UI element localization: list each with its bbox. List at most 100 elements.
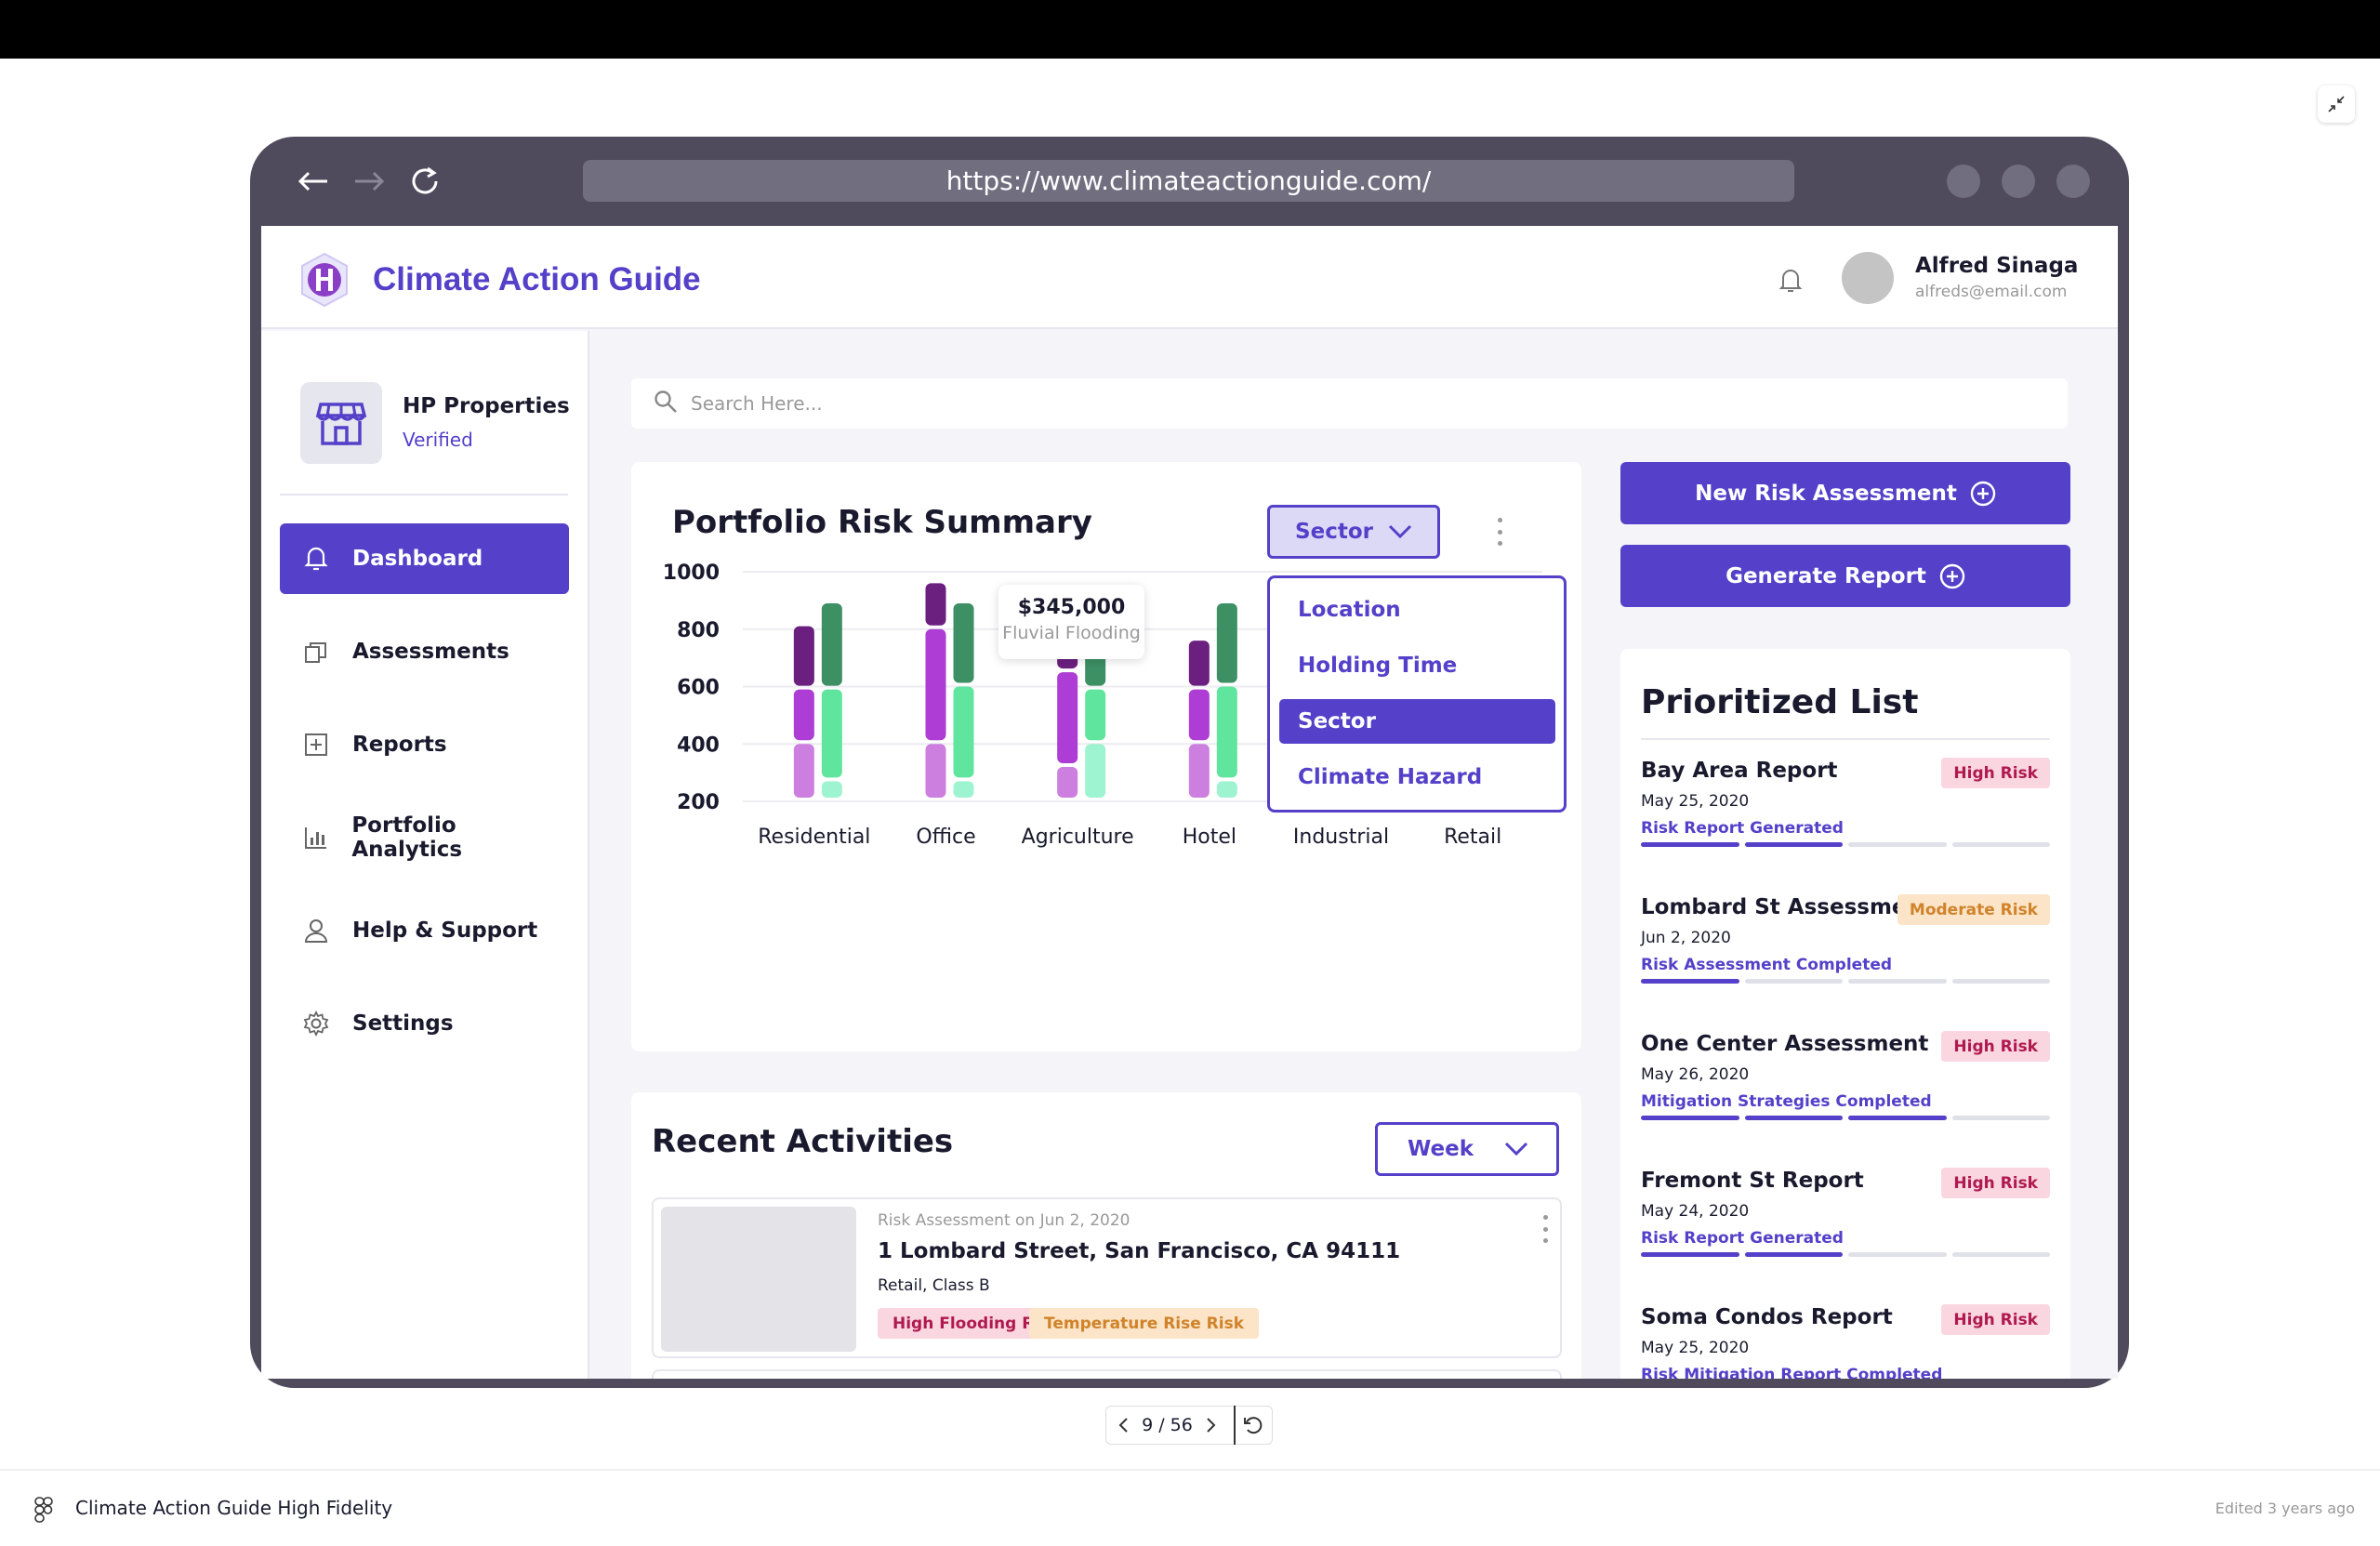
activity-item[interactable] xyxy=(652,1369,1562,1379)
progress-step xyxy=(1641,842,1739,847)
prioritized-item[interactable]: Fremont St Report High Risk May 24, 2020 Ri… xyxy=(1641,1168,2050,1299)
plus-circle-icon xyxy=(1939,563,1965,589)
x-tick-label: Retail xyxy=(1444,826,1501,849)
y-tick-label: 800 xyxy=(677,619,720,642)
sidebar-item-label: Portfolio Analytics xyxy=(351,813,463,862)
chevron-left-icon[interactable] xyxy=(1106,1406,1139,1445)
restart-icon[interactable] xyxy=(1236,1406,1272,1445)
activity-item[interactable]: Risk Assessment on Jun 2, 2020 1 Lombard… xyxy=(652,1197,1562,1358)
bar-segment xyxy=(821,781,842,798)
sidebar-item-assessments[interactable]: Assessments xyxy=(280,616,569,687)
new-risk-assessment-button[interactable]: New Risk Assessment xyxy=(1620,462,2070,524)
prioritized-item-date: May 25, 2020 xyxy=(1641,792,1750,811)
chevron-right-icon[interactable] xyxy=(1196,1406,1228,1445)
window-control-3[interactable] xyxy=(2056,165,2090,198)
collapse-icon[interactable] xyxy=(2318,86,2355,123)
window-control-2[interactable] xyxy=(2002,165,2035,198)
dropdown-option-sector[interactable]: Sector xyxy=(1279,699,1555,744)
bar-segment xyxy=(1188,689,1210,741)
org-name[interactable]: HP Properties xyxy=(403,394,570,418)
bar-segment xyxy=(793,744,814,798)
bar-segment xyxy=(821,602,842,686)
bar-segment xyxy=(953,686,974,778)
activity-title[interactable]: 1 Lombard Street, San Francisco, CA 9411… xyxy=(878,1239,1401,1263)
prioritized-item[interactable]: Lombard St Assessment Moderate Risk Jun 2,… xyxy=(1641,894,2050,1025)
group-by-dropdown-menu: Location Holding Time Sector Climate Haz… xyxy=(1267,575,1567,813)
prioritized-item-date: May 26, 2020 xyxy=(1641,1065,1750,1084)
sidebar-item-settings[interactable]: Settings xyxy=(280,988,569,1059)
prioritized-item-status: Risk Report Generated xyxy=(1641,819,1844,838)
prioritized-item-date: Jun 2, 2020 xyxy=(1641,929,1731,947)
storefront-icon xyxy=(300,382,382,464)
progress-bar xyxy=(1641,1252,2050,1257)
progress-step xyxy=(1641,1252,1739,1257)
forward-arrow-icon[interactable] xyxy=(349,163,390,200)
group-by-select[interactable]: Sector xyxy=(1267,505,1440,559)
figma-logo-icon[interactable] xyxy=(33,1497,54,1523)
search-input[interactable]: Search Here... xyxy=(691,392,823,415)
sidebar-item-reports[interactable]: Reports xyxy=(280,709,569,780)
sidebar-item-dashboard[interactable]: Dashboard xyxy=(280,523,569,594)
dropdown-option-holding-time[interactable]: Holding Time xyxy=(1298,654,1458,678)
progress-step xyxy=(1641,1116,1739,1120)
back-arrow-icon[interactable] xyxy=(293,163,334,200)
progress-step xyxy=(1848,979,1947,984)
y-tick-label: 400 xyxy=(677,733,720,757)
avatar[interactable] xyxy=(1842,252,1894,304)
edited-timestamp: Edited 3 years ago xyxy=(2215,1500,2355,1517)
period-select[interactable]: Week xyxy=(1375,1122,1559,1176)
progress-bar xyxy=(1641,1116,2050,1120)
progress-step xyxy=(1951,979,2050,984)
prioritized-item-name[interactable]: One Center Assessment xyxy=(1641,1032,1929,1056)
bar-segment xyxy=(1216,686,1237,778)
app-header: Climate Action Guide Alfred Sinaga alfre… xyxy=(261,226,2118,329)
generate-report-button[interactable]: Generate Report xyxy=(1620,545,2070,607)
x-tick-label: Office xyxy=(916,826,975,849)
sidebar-item-label: Dashboard xyxy=(352,547,483,571)
bar-segment xyxy=(1216,781,1237,798)
bar-segment xyxy=(925,583,946,626)
prioritized-item-name[interactable]: Lombard St Assessment xyxy=(1641,895,1932,919)
prioritized-item-date: May 24, 2020 xyxy=(1641,1202,1750,1221)
bar-segment xyxy=(953,781,974,798)
dropdown-option-location[interactable]: Location xyxy=(1298,598,1401,622)
window-control-1[interactable] xyxy=(1947,165,1980,198)
file-title[interactable]: Climate Action Guide High Fidelity xyxy=(75,1497,393,1519)
bar-segment xyxy=(793,689,814,741)
sidebar-divider xyxy=(280,494,568,496)
prioritized-item[interactable]: Soma Condos Report High Risk May 25, 2020 R… xyxy=(1641,1304,2050,1379)
prioritized-item[interactable]: Bay Area Report High Risk May 25, 2020 Risk… xyxy=(1641,758,2050,889)
url-text: https://www.climateactionguide.com/ xyxy=(945,165,1432,196)
prioritized-item-name[interactable]: Fremont St Report xyxy=(1641,1169,1864,1193)
sidebar-item-portfolio-analytics[interactable]: Portfolio Analytics xyxy=(280,802,569,873)
brand-logo-icon[interactable] xyxy=(297,252,352,308)
prioritized-item-status: Risk Assessment Completed xyxy=(1641,956,1893,974)
brand-title[interactable]: Climate Action Guide xyxy=(373,261,701,297)
prioritized-item-name[interactable]: Bay Area Report xyxy=(1641,759,1838,783)
activity-more-icon[interactable] xyxy=(1540,1215,1550,1243)
activity-thumbnail xyxy=(661,1207,856,1352)
search-bar[interactable]: Search Here... xyxy=(631,378,2068,429)
prioritized-item-name[interactable]: Soma Condos Report xyxy=(1641,1305,1893,1329)
chart-tooltip: $345,000 Fluvial Flooding xyxy=(998,585,1144,659)
reload-icon[interactable] xyxy=(404,163,445,200)
notification-bell-icon[interactable] xyxy=(1774,263,1807,297)
report-icon xyxy=(302,731,330,759)
bar-segment xyxy=(1188,641,1210,686)
bar-segment xyxy=(953,602,974,683)
progress-step xyxy=(1848,1116,1947,1120)
dropdown-option-climate-hazard[interactable]: Climate Hazard xyxy=(1298,765,1483,789)
sidebar-item-help-support[interactable]: Help & Support xyxy=(280,895,569,966)
risk-badge: High Risk xyxy=(1941,1304,2050,1335)
user-name[interactable]: Alfred Sinaga xyxy=(1915,254,2079,278)
sidebar-item-label: Reports xyxy=(352,733,447,757)
prioritized-item-status: Mitigation Strategies Completed xyxy=(1641,1092,1932,1111)
activity-subtitle: Retail, Class B xyxy=(878,1276,990,1295)
sidebar-item-label: Assessments xyxy=(352,640,509,664)
prioritized-item[interactable]: One Center Assessment High Risk May 26, 20… xyxy=(1641,1031,2050,1162)
chart-more-icon[interactable] xyxy=(1495,518,1504,546)
url-bar[interactable]: https://www.climateactionguide.com/ xyxy=(583,160,1794,202)
risk-badge: High Risk xyxy=(1941,758,2050,788)
sidebar: HP Properties Verified Dashboard Assessm… xyxy=(261,331,589,1379)
bar-segment xyxy=(793,626,814,686)
